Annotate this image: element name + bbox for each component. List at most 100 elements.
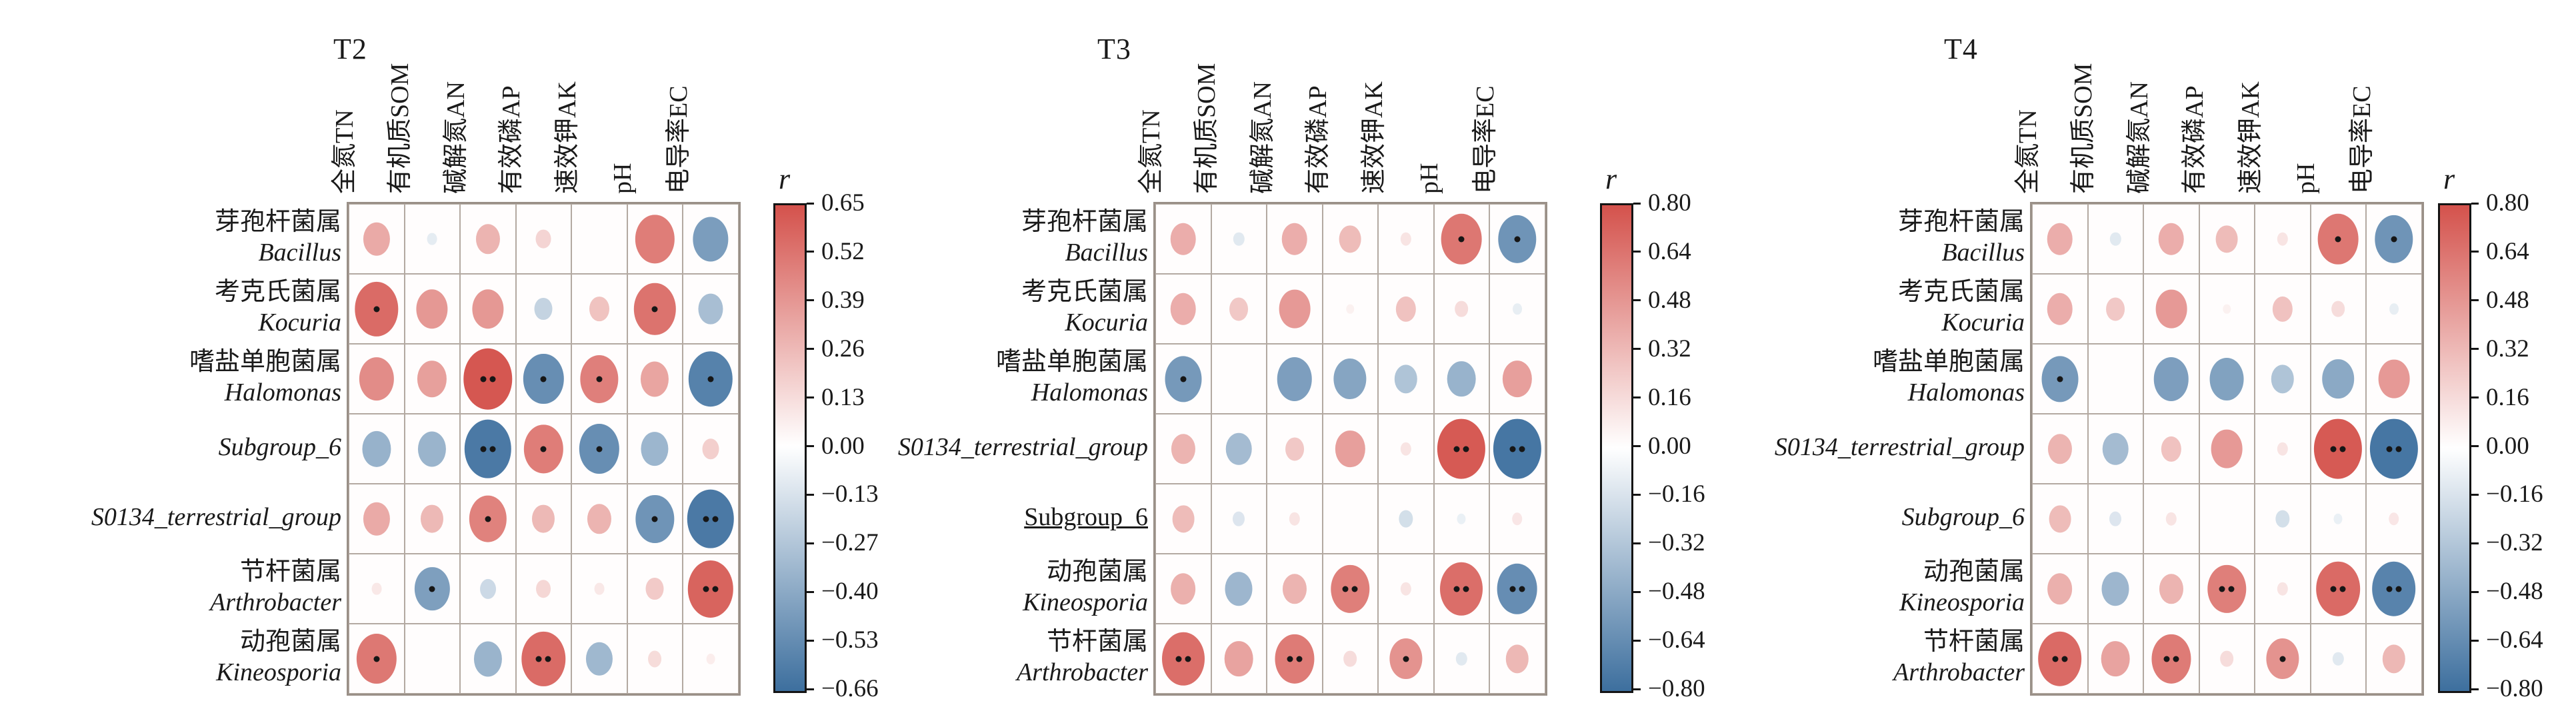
matrix-cell bbox=[515, 414, 571, 484]
column-header: 有机质SOM bbox=[1193, 63, 1221, 194]
colorbar-tick-label: −0.64 bbox=[2486, 626, 2543, 654]
row-label-latin: Kineosporia bbox=[1899, 588, 2025, 616]
correlation-bubble bbox=[1457, 513, 1466, 524]
matrix-cell bbox=[627, 414, 683, 484]
matrix-cell bbox=[1378, 344, 1434, 414]
colorbar-label: r bbox=[779, 163, 791, 195]
matrix-cell bbox=[1489, 414, 1545, 484]
matrix-cell bbox=[571, 484, 627, 554]
correlation-bubble bbox=[1394, 364, 1417, 394]
column-header: 有机质SOM bbox=[2069, 63, 2098, 194]
colorbar-tick bbox=[807, 590, 814, 593]
correlation-matrix bbox=[1153, 202, 1547, 696]
row-label-latin: Bacillus bbox=[1065, 238, 1148, 267]
matrix-cell bbox=[2087, 484, 2143, 554]
row-label-latin: Kocuria bbox=[258, 308, 341, 337]
correlation-bubble bbox=[2101, 571, 2129, 606]
column-header: 电导率EC bbox=[2347, 85, 2376, 194]
colorbar-tick-label: −0.80 bbox=[2486, 675, 2543, 702]
correlation-bubble bbox=[2165, 512, 2177, 526]
correlation-bubble bbox=[2110, 232, 2121, 246]
row-label: 节杆菌属 Arthrobacter bbox=[515, 622, 1148, 692]
correlation-bubble bbox=[1497, 563, 1538, 614]
correlation-bubble bbox=[2211, 429, 2243, 468]
correlation-bubble bbox=[2215, 225, 2238, 253]
correlation-bubble bbox=[2106, 297, 2125, 321]
correlation-bubble bbox=[2333, 513, 2343, 524]
panel-T4: T4 全氮TN 有机质SOM 碱解氮AN 有效磷AP 速效钾AK pH 电导率EC 芽孢杆菌属 B… bbox=[1717, 0, 2576, 719]
row-label-latin: Bacillus bbox=[1941, 238, 2025, 267]
colorbar-tick-label: −0.48 bbox=[1648, 578, 1705, 606]
matrix-cell bbox=[627, 624, 683, 694]
row-label-latin: Kocuria bbox=[1941, 308, 2025, 337]
correlation-bubble bbox=[1437, 418, 1486, 479]
correlation-bubble bbox=[1170, 293, 1197, 325]
row-label-chinese: 嗜盐单胞菌属 bbox=[189, 347, 341, 376]
matrix-cell bbox=[2255, 204, 2311, 274]
correlation-bubble bbox=[427, 233, 437, 245]
column-header: 碱解氮AN bbox=[1248, 81, 1277, 194]
colorbar-tick-label: 0.26 bbox=[821, 335, 865, 362]
row-label-chinese: 芽孢杆菌属 bbox=[1897, 207, 2025, 236]
matrix-cell bbox=[2199, 204, 2255, 274]
matrix-cell bbox=[2366, 274, 2422, 344]
matrix-cell bbox=[683, 414, 739, 484]
row-label-chinese: 节杆菌属 bbox=[1923, 627, 2025, 656]
matrix-cell bbox=[404, 554, 460, 624]
colorbar-tick-label: −0.32 bbox=[1648, 529, 1705, 557]
correlation-bubble bbox=[1170, 223, 1197, 255]
matrix-cell bbox=[349, 624, 405, 694]
row-label-chinese: 动孢菌属 bbox=[1046, 557, 1148, 586]
matrix-cell bbox=[460, 414, 516, 484]
matrix-cell bbox=[2143, 414, 2199, 484]
row-label-chinese: 动孢菌属 bbox=[239, 627, 341, 656]
correlation-bubble bbox=[1275, 634, 1315, 684]
correlation-bubble bbox=[1502, 360, 1532, 398]
row-label-chinese: 考克氏菌属 bbox=[1897, 277, 2025, 306]
matrix-cell bbox=[571, 274, 627, 344]
row-label: 节杆菌属 Arthrobacter bbox=[0, 552, 341, 622]
significance-marker bbox=[373, 306, 380, 312]
panel-T2: T2 全氮TN 有机质SOM 碱解氮AN 有效磷AP 速效钾AK pH 电导率EC 芽孢杆菌属 B… bbox=[0, 0, 879, 719]
colorbar-tick-label: 0.64 bbox=[2486, 237, 2529, 265]
matrix-cell bbox=[2143, 344, 2199, 414]
correlation-bubble bbox=[1161, 632, 1205, 686]
column-header: pH bbox=[1415, 163, 1444, 194]
colorbar-tick bbox=[1633, 396, 1641, 399]
correlation-bubble bbox=[1229, 297, 1249, 321]
matrix-cell bbox=[2366, 624, 2422, 694]
correlation-bubble bbox=[1233, 511, 1245, 526]
significance-marker bbox=[480, 376, 496, 382]
correlation-bubble bbox=[1395, 296, 1416, 322]
matrix-cell bbox=[349, 274, 405, 344]
colorbar-tick-label: −0.53 bbox=[821, 626, 879, 654]
correlation-bubble bbox=[2158, 223, 2185, 255]
matrix-cell bbox=[2032, 274, 2088, 344]
row-label: S0134_terrestrial_group bbox=[0, 482, 341, 552]
matrix-cell bbox=[2310, 484, 2366, 554]
matrix-cell bbox=[1267, 624, 1323, 694]
correlation-bubble bbox=[2382, 644, 2405, 674]
colorbar-tick bbox=[807, 396, 814, 399]
row-label: 动孢菌属 Kineosporia bbox=[515, 552, 1148, 622]
colorbar-tick bbox=[2471, 639, 2479, 642]
matrix-cell bbox=[404, 344, 460, 414]
colorbar-tick-label: 0.52 bbox=[821, 237, 865, 265]
significance-marker bbox=[373, 656, 380, 662]
matrix-cell bbox=[460, 484, 516, 554]
correlation-bubble bbox=[1493, 418, 1541, 479]
row-label: 嗜盐单胞菌属 Halomonas bbox=[1391, 342, 2025, 412]
correlation-bubble bbox=[2331, 301, 2345, 317]
column-header: 有效磷AP bbox=[497, 85, 526, 194]
matrix-cell bbox=[571, 204, 627, 274]
colorbar-tick-label: 0.00 bbox=[2486, 432, 2529, 460]
matrix-cell bbox=[2199, 274, 2255, 344]
correlation-bubble bbox=[1339, 225, 1361, 253]
significance-marker bbox=[651, 516, 658, 522]
significance-marker bbox=[651, 306, 658, 312]
row-label-chinese: 节杆菌属 bbox=[1046, 627, 1148, 656]
colorbar-tick bbox=[807, 542, 814, 544]
matrix-cell bbox=[2143, 274, 2199, 344]
matrix-cell bbox=[349, 484, 405, 554]
correlation-bubble bbox=[702, 438, 719, 460]
